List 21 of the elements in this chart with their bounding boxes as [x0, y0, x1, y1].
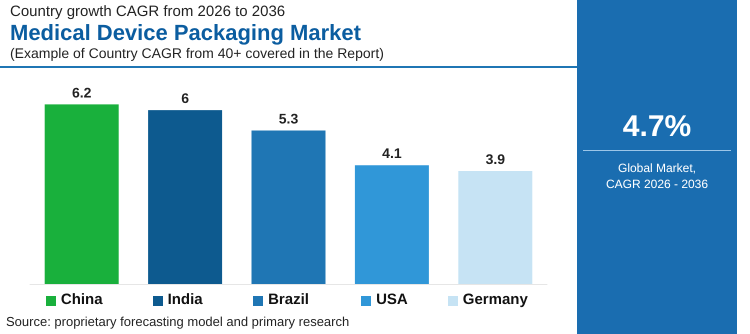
data-label: 5.3 — [278, 110, 298, 126]
text: 4.7% — [622, 110, 692, 144]
x-tick-label: India — [168, 291, 204, 308]
text: Global Market, CAGR 2026 - 2036 — [604, 160, 710, 192]
data-label: 6.2 — [72, 84, 92, 100]
bar — [354, 165, 429, 284]
x-tick-label: China — [60, 291, 104, 308]
bar — [252, 130, 326, 284]
data-label: 4.1 — [382, 145, 402, 162]
chart-title: Medical Device Packaging Market — [10, 20, 361, 46]
bar — [458, 171, 532, 284]
text: (Example of Country CAGR from 40+ covered in the Report) — [10, 45, 384, 61]
chart-subtitle: Country growth CAGR from 2026 to 2036 — [10, 3, 286, 20]
bar — [44, 104, 119, 284]
bar — [148, 110, 222, 284]
source-note: Source: proprietary forecasting model and primary research — [6, 314, 350, 329]
x-tick-label: Brazil — [268, 291, 309, 308]
x-tick-label: USA — [376, 291, 408, 308]
data-label: 3.9 — [486, 151, 506, 168]
data-label: 6 — [181, 90, 190, 106]
x-tick-label: Germany — [462, 291, 528, 308]
